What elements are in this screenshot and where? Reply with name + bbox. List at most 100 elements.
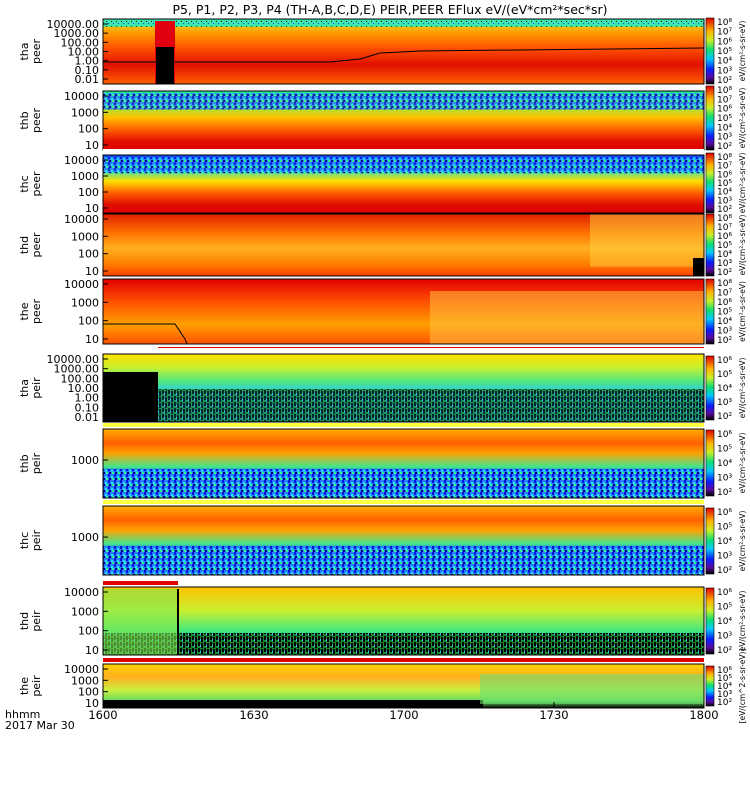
colorbar-tick-label: 10³ [717, 196, 732, 206]
y-tick-label: 1000 [71, 605, 99, 618]
panel-frame [102, 505, 705, 576]
spectrogram-panel: 1000 thcpeir 10⁶ 10⁵ 10⁴ 10³ 10² eV/(cm²-s-sr-e… [18, 500, 747, 576]
colorbar-unit-label: eV/(cm²-s-sr-eV) [738, 511, 747, 572]
colorbar-tick-label: 10² [717, 698, 732, 708]
y-tick-label: 1.00 [75, 55, 100, 68]
quality-flag-bar [103, 149, 704, 153]
colorbar [705, 429, 715, 497]
panel-label: thdpeer [18, 232, 43, 258]
panels-group: 10000.001000.00100.0010.001.000.100.01th… [18, 17, 747, 724]
colorbar-unit-label: eV/(cm²-s-sr-eV) [738, 591, 747, 652]
y-tick-label: 10.00 [68, 46, 100, 59]
y-tick-label: 10 [85, 644, 99, 657]
y-tick-label: 10000 [64, 278, 99, 291]
colorbar-tick-label: 10⁵ [717, 241, 732, 251]
data-gap-block [156, 47, 174, 84]
spectrogram-panel: 10000 1000 100 10 thbpeer 10⁸10⁷10⁶10⁵10⁴10³1… [18, 85, 747, 152]
noise-band [103, 93, 704, 110]
noise-band [103, 157, 704, 174]
colorbar-tick-label: 10⁵ [717, 179, 732, 189]
spectrogram-panel: 10000 1000 100 10 thdpeer 10⁸10⁷10⁶10⁵10⁴10³1… [18, 213, 747, 278]
panel-label-probe: thc [18, 532, 31, 549]
y-tick-label: 10 [85, 333, 99, 346]
noise-band [103, 633, 704, 655]
colorbar-unit-label: [eV/(cm^2-s-sr-eV)] [738, 649, 747, 724]
data-gap-block [103, 372, 158, 422]
colorbar-tick-label: 10² [717, 488, 732, 498]
panel-label-product: peer [30, 171, 43, 197]
y-tick-label: 10000.00 [47, 353, 100, 366]
colorbar-tick-label: 10⁵ [717, 114, 732, 124]
panel-label-product: peir [30, 377, 43, 399]
bright-region [103, 589, 177, 655]
colorbar-tick-label: 10³ [717, 133, 732, 143]
panel-label-probe: thc [18, 175, 31, 192]
panel-label: thbpeer [18, 108, 43, 134]
y-tick-label: 0.01 [75, 411, 100, 424]
colorbar-tick-label: 10⁵ [717, 674, 732, 684]
quality-flag-bar [103, 85, 704, 89]
colorbar-tick-label: 10³ [717, 474, 732, 484]
colorbar-tick-label: 10⁶ [717, 37, 732, 47]
colorbar-tick-label: 10³ [717, 552, 732, 562]
y-tick-label: 1000 [71, 531, 99, 544]
colorbar [705, 587, 715, 655]
y-tick-label: 10000 [64, 154, 99, 167]
colorbar-tick-label: 10² [717, 336, 732, 346]
panel-label-product: peer [30, 299, 43, 325]
colorbar-tick-label: 10⁴ [717, 537, 732, 547]
y-tick-label: 0.01 [75, 73, 100, 86]
panel-label-probe: thd [18, 236, 31, 254]
data-gap-block [693, 258, 704, 276]
panel-label-probe: the [18, 302, 31, 320]
x-tick-label: 1700 [389, 708, 418, 722]
colorbar-tick-label: 10⁶ [717, 588, 732, 598]
bright-region [430, 291, 704, 344]
colorbar-tick-label: 10⁴ [717, 459, 732, 469]
colorbar-tick-label: 10⁴ [717, 682, 732, 692]
y-tick-label: 100 [78, 686, 99, 699]
colorbar-unit-label: eV/(cm²-s-sr-eV) [738, 433, 747, 494]
colorbar-tick-label: 10³ [717, 690, 732, 700]
colorbar-unit-label: eV/(cm²-s-sr-eV) [738, 21, 747, 82]
y-tick-label: 0.10 [75, 64, 100, 77]
colorbar-unit-label: eV/(cm²-s-sr-eV) [738, 88, 747, 149]
y-tick-label: 1000 [71, 106, 99, 119]
y-tick-label: 0.10 [75, 401, 100, 414]
colorbar-tick-label: 10⁸ [717, 279, 732, 289]
panel-label-probe: thb [18, 454, 31, 472]
panel-label-product: peir [30, 529, 43, 551]
spectrogram-panel: 10000 1000 100 10 thdpeir 10⁶ 10⁵ 10⁴ 10³ 10² eV/(… [18, 581, 747, 657]
colorbar-tick-label: 10³ [717, 259, 732, 269]
panel-frame [102, 586, 705, 656]
colorbar-unit-label: eV/(cm²-s-sr-eV) [738, 153, 747, 214]
potential-line [103, 323, 188, 345]
colorbar-tick-label: 10⁵ [717, 47, 732, 57]
noise-band [103, 19, 704, 27]
x-tick-label: 1730 [539, 708, 568, 722]
colorbar-tick-label: 10⁴ [717, 57, 732, 67]
y-tick-label: 10 [85, 202, 99, 215]
panel-frame [102, 154, 705, 214]
panel-label: thapeer [18, 39, 43, 65]
colorbar-tick-label: 10⁸ [717, 153, 732, 163]
x-tick-label: 1600 [88, 708, 117, 722]
y-tick-label: 1000.00 [54, 363, 100, 376]
colorbar-tick-label: 10⁴ [717, 384, 732, 394]
colorbar-tick-label: 10² [717, 76, 732, 86]
chart-title: P5, P1, P2, P3, P4 (TH-A,B,C,D,E) PEIR,P… [172, 2, 607, 17]
panel-label-product: peir [30, 452, 43, 474]
colorbar [705, 278, 715, 345]
panel-label-probe: the [18, 677, 31, 695]
colorbar-tick-label: 10⁴ [717, 188, 732, 198]
colorbar-tick-label: 10² [717, 268, 732, 278]
colorbar-tick-label: 10³ [717, 327, 732, 337]
colorbar-tick-label: 10⁵ [717, 370, 732, 380]
panel-label-product: peir [30, 675, 43, 697]
colorbar-tick-label: 10⁶ [717, 170, 732, 180]
colorbar-tick-label: 10⁵ [717, 308, 732, 318]
